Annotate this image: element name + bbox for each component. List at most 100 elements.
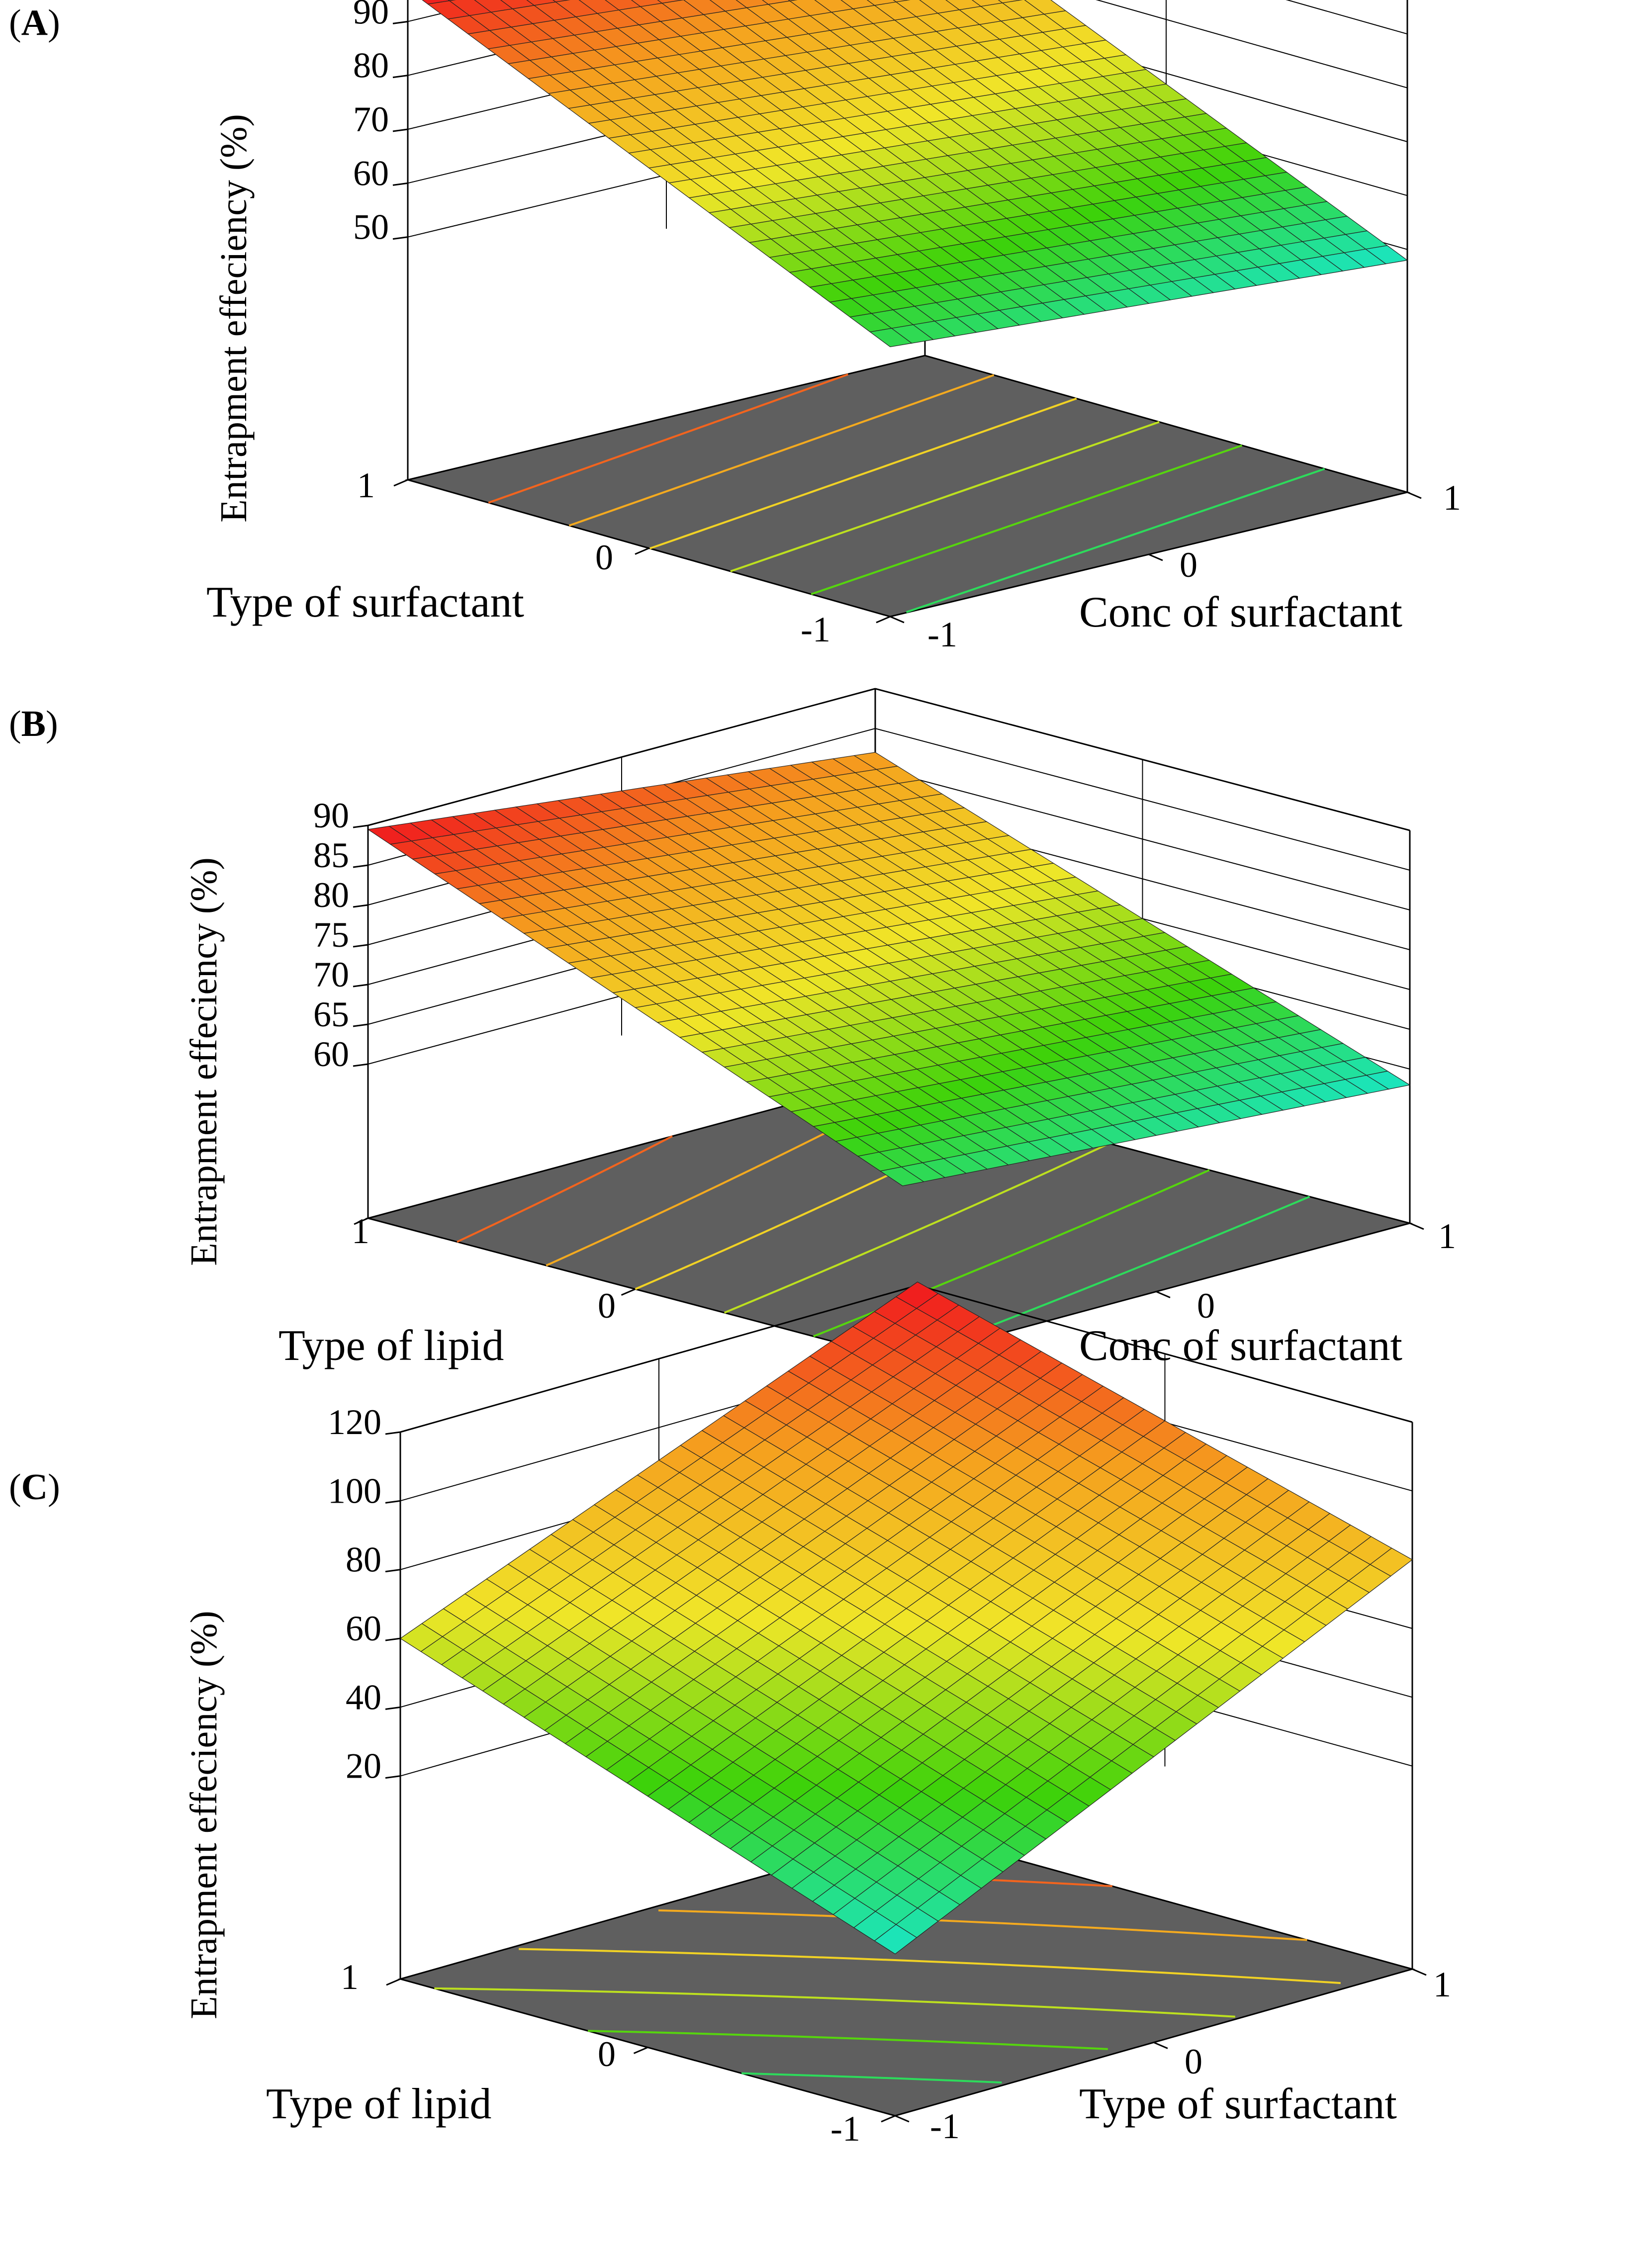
y-tick-label: 1 (1443, 478, 1461, 518)
y-axis-title: Conc of surfactant (1079, 1322, 1402, 1370)
x-tick-label: 0 (598, 1286, 616, 1326)
y-tick-label: -1 (930, 2106, 960, 2146)
z-tick-mark (353, 864, 368, 868)
z-axis-title: Entrapment effeciency (%) (183, 857, 225, 1266)
y-tick-mark (1153, 2042, 1168, 2049)
y-tick-mark (1412, 1968, 1427, 1976)
z-tick-label: 80 (313, 875, 349, 915)
y-tick-mark (1407, 491, 1422, 499)
x-tick-mark (633, 2047, 648, 2054)
z-tick-mark (392, 236, 408, 240)
y-tick-label: 1 (1438, 1216, 1456, 1256)
z-tick-label: 80 (353, 46, 389, 86)
x-tick-mark (393, 479, 408, 487)
z-tick-label: 80 (346, 1540, 381, 1580)
z-tick-label: 70 (353, 99, 389, 139)
z-tick-label: 120 (328, 1402, 381, 1442)
z-tick-label: 100 (328, 1471, 381, 1511)
x-tick-mark (386, 1978, 401, 1986)
floor-contour (488, 373, 849, 504)
x-tick-label: 1 (357, 465, 375, 505)
z-tick-mark (353, 824, 368, 828)
x-tick-label: -1 (830, 2109, 860, 2149)
x-tick-label: -1 (801, 610, 830, 649)
z-tick-label: 60 (353, 153, 389, 193)
x-axis-title: Type of surfactant (206, 578, 524, 627)
z-tick-mark (385, 1637, 401, 1641)
x-tick-mark (621, 1288, 636, 1296)
z-tick-label: 60 (346, 1609, 381, 1648)
y-tick-label: 0 (1185, 2042, 1202, 2081)
x-tick-label: 0 (598, 2034, 616, 2074)
panel-c: (C) 120 100 80 60 40 20 1 0 -1 -1 0 1 Type of lipid Ty… (9, 1281, 1451, 2149)
z-tick-label: 20 (346, 1746, 381, 1786)
z-tick-label: 75 (313, 915, 349, 955)
floor-contour (457, 1135, 673, 1243)
z-tick-label: 50 (353, 207, 389, 247)
z-tick-mark (385, 1500, 401, 1504)
floor-contour (568, 374, 995, 527)
z-tick-label: 85 (313, 835, 349, 875)
floor-contour (741, 2072, 1002, 2084)
x-tick-label: 1 (341, 1957, 359, 1997)
y-tick-label: -1 (927, 615, 957, 654)
z-tick-mark (385, 1431, 401, 1435)
z-tick-mark (392, 182, 408, 186)
z-tick-label: 90 (313, 796, 349, 835)
z-tick-mark (353, 1023, 368, 1027)
floor-contour (434, 1987, 1235, 2018)
x-tick-mark (354, 1217, 368, 1225)
floor-contour (519, 1948, 1341, 1984)
z-tick-label: 90 (353, 0, 389, 31)
z-tick-label: 70 (313, 955, 349, 994)
y-tick-label: 0 (1197, 1286, 1215, 1326)
panel-label: (B) (9, 704, 58, 744)
x-tick-mark (635, 547, 649, 555)
z-tick-mark (353, 944, 368, 948)
z-axis-title: Entrapment effeciency (%) (183, 1611, 225, 2019)
response-surface (422, 0, 1408, 348)
x-tick-label: 0 (595, 538, 613, 577)
x-tick-mark (881, 2115, 896, 2123)
floor-contour (906, 467, 1325, 613)
z-gridline (367, 688, 1410, 831)
floor-contour (649, 397, 1077, 549)
y-tick-label: 1 (1433, 1965, 1451, 2004)
y-tick-mark (1156, 1291, 1171, 1298)
surface-cell (879, 1167, 925, 1186)
z-tick-label: 60 (313, 1034, 349, 1074)
panel-label: (A) (9, 2, 60, 43)
floor-contour (658, 1909, 1307, 1941)
floor-contour (730, 421, 1160, 572)
floor-plane (405, 355, 1410, 618)
z-tick-label: 40 (346, 1677, 381, 1717)
y-tick-mark (895, 2115, 910, 2123)
y-tick-mark (890, 616, 905, 624)
z-tick-label: 65 (313, 994, 349, 1034)
floor-contour (724, 1142, 1110, 1314)
y-tick-mark (1409, 1222, 1424, 1230)
x-tick-mark (876, 616, 891, 624)
response-surface (367, 752, 1411, 1186)
z-tick-mark (385, 1775, 401, 1779)
panel-label: (C) (9, 1467, 60, 1508)
surface-cell (874, 1924, 918, 1955)
y-tick-label: 0 (1180, 545, 1197, 585)
z-axis-title: Entrapment effeciency (%) (213, 114, 255, 523)
z-tick-mark (353, 904, 368, 908)
y-axis-title: Conc of surfactant (1079, 588, 1402, 636)
z-tick-mark (353, 984, 368, 988)
z-tick-mark (385, 1706, 401, 1710)
floor-contour (588, 2030, 1108, 2050)
z-tick-mark (353, 1063, 368, 1067)
x-axis-title: Type of lipid (278, 1322, 504, 1370)
x-tick-label: 1 (352, 1211, 369, 1251)
y-axis-title: Type of surfactant (1079, 2080, 1397, 2128)
x-axis-title: Type of lipid (266, 2080, 491, 2128)
y-tick-mark (1148, 553, 1163, 561)
z-tick-mark (392, 20, 408, 24)
floor-contour (811, 444, 1243, 595)
